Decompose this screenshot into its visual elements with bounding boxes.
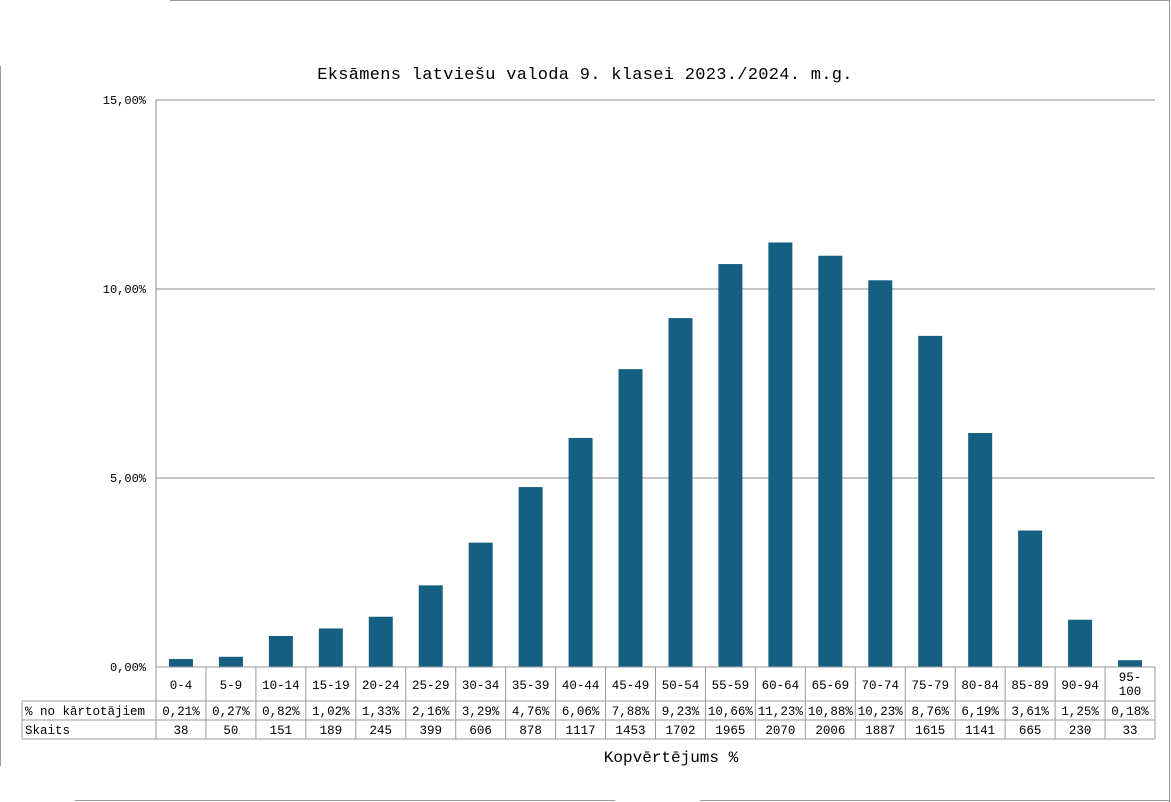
table-cell-1-19: 33 (1123, 724, 1138, 738)
table-cell-1-7: 878 (519, 724, 542, 738)
table-cell-1-10: 1702 (665, 724, 695, 738)
bar-40-44 (568, 437, 593, 667)
table-cell-1-16: 1141 (965, 724, 995, 738)
table-cell-0-9: 7,88% (612, 705, 650, 719)
table-cell-0-1: 0,27% (212, 705, 250, 719)
table-cell-0-11: 10,66% (708, 705, 754, 719)
bar-15-19 (318, 628, 343, 667)
x-tick-label-40-44: 40-44 (562, 679, 600, 693)
x-tick-label-0-4: 0-4 (170, 679, 193, 693)
gridlines (155, 99, 1155, 667)
table-cell-1-11: 1965 (715, 724, 745, 738)
y-tick-label-1: 5,00% (110, 472, 147, 486)
table-cell-0-10: 9,23% (662, 705, 700, 719)
y-axis-ticks: 0,00% 5,00% 10,00% 15,00% (103, 94, 147, 675)
x-tick-label-70-74: 70-74 (862, 679, 900, 693)
table-cell-1-5: 399 (419, 724, 442, 738)
table-cell-0-14: 10,23% (858, 705, 904, 719)
y-tick-label-2: 10,00% (103, 283, 147, 297)
x-tick-label-65-69: 65-69 (812, 679, 850, 693)
table-cell-0-4: 1,33% (362, 705, 400, 719)
table-cell-0-17: 3,61% (1011, 705, 1049, 719)
table-cell-1-0: 38 (173, 724, 188, 738)
table-cell-0-8: 6,06% (562, 705, 600, 719)
x-tick-label-90-94: 90-94 (1061, 679, 1099, 693)
table-cell-1-2: 151 (270, 724, 293, 738)
bottom-frame-line-left (75, 800, 615, 801)
table-row-label-1: Skaits (25, 724, 70, 738)
table-cell-1-6: 606 (469, 724, 492, 738)
x-tick-label-5-9: 5-9 (220, 679, 243, 693)
bar-80-84 (968, 433, 993, 667)
table-cell-1-9: 1453 (616, 724, 646, 738)
x-tick-label-85-89: 85-89 (1011, 679, 1049, 693)
x-tick-label-15-19: 15-19 (312, 679, 350, 693)
bottom-frame-line-right (700, 800, 1169, 801)
table-cell-1-4: 245 (370, 724, 393, 738)
x-tick-label-55-59: 55-59 (712, 679, 750, 693)
table-cell-1-8: 1117 (566, 724, 596, 738)
table-cell-0-3: 1,02% (312, 705, 350, 719)
bar-25-29 (418, 585, 443, 667)
table-cell-1-17: 665 (1019, 724, 1042, 738)
bar-50-54 (668, 318, 693, 667)
table-cell-0-15: 8,76% (911, 705, 949, 719)
x-tick-label-75-79: 75-79 (911, 679, 949, 693)
table-cell-0-13: 10,88% (808, 705, 854, 719)
bar-45-49 (618, 369, 643, 667)
table-cell-0-19: 0,18% (1111, 705, 1149, 719)
bar-75-79 (918, 335, 943, 667)
bar-10-14 (268, 636, 293, 667)
x-tick-label-80-84: 80-84 (961, 679, 999, 693)
bar-35-39 (518, 487, 543, 667)
y-tick-label-0: 0,00% (110, 661, 147, 675)
x-tick-label-25-29: 25-29 (412, 679, 450, 693)
bar-5-9 (218, 656, 243, 667)
table-cell-0-0: 0,21% (162, 705, 200, 719)
x-tick-label-95-100: 95-100 (1119, 671, 1142, 699)
table-cell-1-14: 1887 (865, 724, 895, 738)
x-tick-label-45-49: 45-49 (612, 679, 650, 693)
table-cell-1-12: 2070 (765, 724, 795, 738)
table-row-label-0: % no kārtotājiem (25, 705, 145, 719)
x-tick-label-35-39: 35-39 (512, 679, 550, 693)
table-cell-0-2: 0,82% (262, 705, 300, 719)
x-tick-label-30-34: 30-34 (462, 679, 500, 693)
table-cell-0-16: 6,19% (961, 705, 999, 719)
x-tick-label-60-64: 60-64 (762, 679, 800, 693)
table-cell-0-7: 4,76% (512, 705, 550, 719)
right-frame-line (1169, 0, 1170, 802)
bar-0-4 (168, 659, 193, 667)
top-frame-line (170, 0, 1170, 1)
table-cell-1-15: 1615 (915, 724, 945, 738)
x-axis-label: Kopvērtējums % (604, 749, 739, 767)
bar-65-69 (818, 255, 843, 667)
table-cell-1-3: 189 (320, 724, 343, 738)
table-cell-1-1: 50 (223, 724, 238, 738)
data-table: 0-4 5-9 10-14 15-19 20-24 25-29 30-34 35-39 40-4… (21, 666, 1156, 740)
bar-30-34 (468, 542, 493, 667)
table-cell-1-18: 230 (1069, 724, 1092, 738)
x-tick-label-10-14: 10-14 (262, 679, 300, 693)
bar-60-64 (768, 242, 793, 668)
bar-95-100 (1118, 660, 1143, 667)
bar-70-74 (868, 280, 893, 667)
table-cell-0-18: 1,25% (1061, 705, 1099, 719)
y-tick-label-3: 15,00% (103, 94, 147, 108)
bar-55-59 (718, 264, 743, 667)
x-tick-label-50-54: 50-54 (662, 679, 700, 693)
bar-90-94 (1068, 619, 1093, 667)
x-tick-label-20-24: 20-24 (362, 679, 400, 693)
bar-85-89 (1018, 530, 1043, 667)
left-frame-line (0, 66, 1, 766)
table-cell-0-6: 3,29% (462, 705, 500, 719)
table-cell-0-5: 2,16% (412, 705, 450, 719)
table-cell-0-12: 11,23% (758, 705, 804, 719)
table-cell-1-13: 2006 (815, 724, 845, 738)
bar-20-24 (368, 616, 393, 667)
bars (168, 242, 1143, 668)
chart-title: Eksāmens latviešu valoda 9. klasei 2023.… (317, 66, 853, 85)
